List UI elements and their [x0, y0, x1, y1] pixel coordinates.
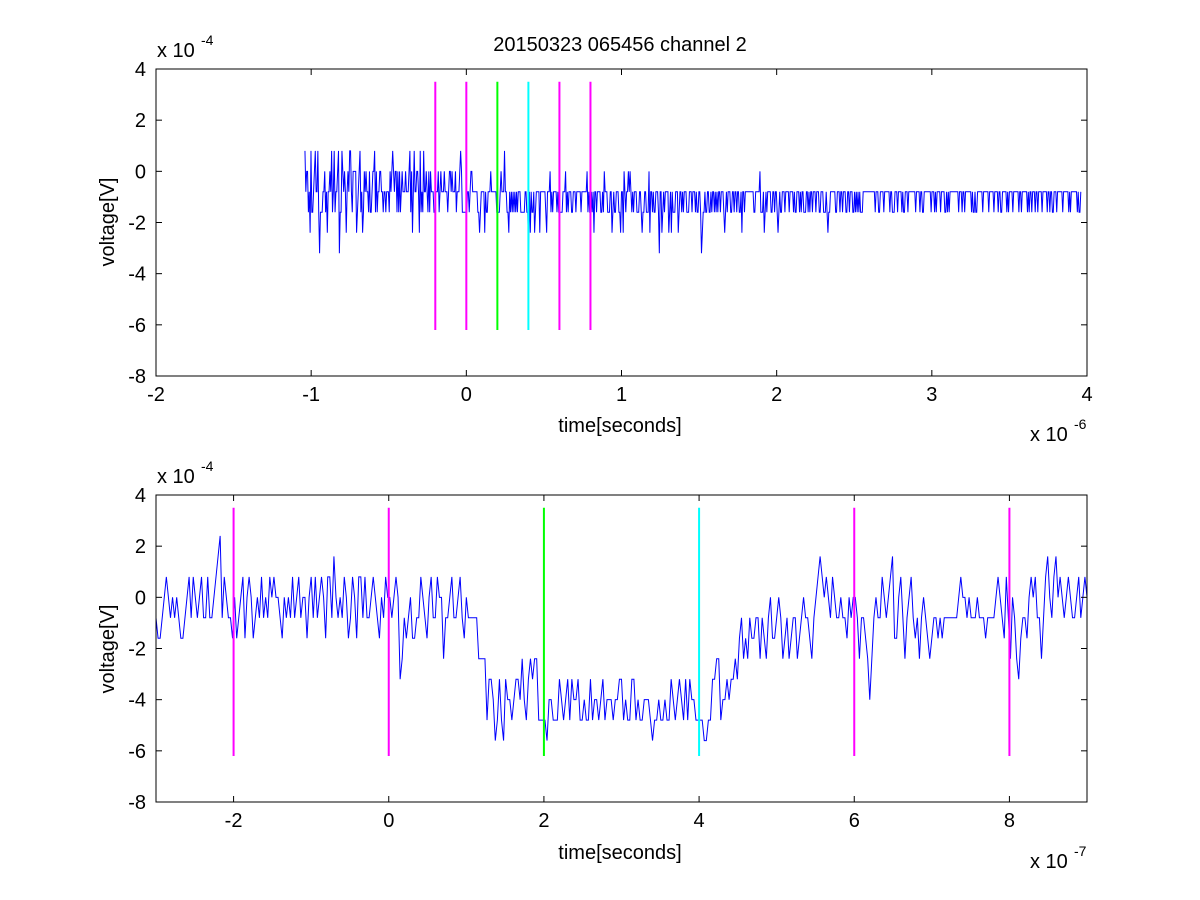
plot-top-y-exponent-power: -4: [201, 32, 214, 48]
plot-bottom-marks: [155, 507, 1088, 756]
plot-bottom-y-tick-label: -6: [128, 741, 146, 763]
plot-bottom-y-tick-label: -8: [128, 792, 146, 814]
plot-top-y-axis-label: voltage[V]: [97, 178, 119, 267]
plot-bottom-x-tick-label: -2: [225, 810, 243, 832]
plot-top-y-tick-label: -4: [128, 264, 146, 286]
figure-title: 20150323 065456 channel 2: [493, 34, 747, 56]
plot-bottom-y-ticks: -8 -6 -4 -2 0 2 4: [128, 485, 1087, 814]
plot-bottom-x-exponent-base: x 10: [1030, 851, 1068, 873]
plot-bottom-frame: [155, 494, 1088, 803]
plot-top: -2 -1 0 1 2 3 4 -8 -6 -4 -2 0 2 4 time[seconds] volt…: [97, 32, 1093, 446]
plot-bottom: -2 0 2 4 6 8 -8 -6 -4 -2 0 2 4 time[seconds] voltag…: [97, 458, 1088, 873]
plot-bottom-x-exponent: x 10 -7: [1030, 843, 1087, 873]
plot-bottom-x-tick-label: 0: [383, 810, 394, 832]
plot-bottom-y-exponent-base: x 10: [157, 466, 195, 488]
plot-bottom-y-tick-label: 4: [135, 485, 146, 507]
plot-top-x-tick-label: 4: [1081, 384, 1092, 406]
plot-top-y-tick-label: 0: [135, 161, 146, 183]
plot-top-x-axis-label: time[seconds]: [558, 415, 681, 437]
plot-top-x-tick-label: 0: [461, 384, 472, 406]
plot-top-y-tick-label: 2: [135, 110, 146, 132]
plot-top-x-tick-label: 1: [616, 384, 627, 406]
plot-top-frame: [155, 68, 1088, 377]
plot-bottom-x-ticks: -2 0 2 4 6 8: [225, 495, 1015, 832]
plot-top-marks: [304, 81, 1082, 330]
plot-top-x-tick-label: -1: [302, 384, 320, 406]
plot-top-x-ticks: -2 -1 0 1 2 3 4: [147, 69, 1093, 406]
plot-bottom-x-tick-label: 2: [538, 810, 549, 832]
plot-top-x-exponent: x 10 -6: [1030, 416, 1087, 446]
plot-top-y-tick-label: -8: [128, 366, 146, 388]
plot-bottom-y-tick-label: 0: [135, 587, 146, 609]
plot-top-y-exponent-base: x 10: [157, 40, 195, 62]
plot-top-x-exponent-power: -6: [1074, 416, 1087, 432]
plot-bottom-y-tick-label: 2: [135, 536, 146, 558]
plot-bottom-y-axis-label: voltage[V]: [97, 605, 119, 694]
plot-top-y-tick-label: 4: [135, 59, 146, 81]
plot-top-y-tick-label: -6: [128, 315, 146, 337]
plot-bottom-y-tick-label: -2: [128, 639, 146, 661]
plot-bottom-y-exponent-power: -4: [201, 458, 214, 474]
plot-top-signal-line-0: [304, 150, 1082, 254]
plot-top-x-exponent-base: x 10: [1030, 424, 1068, 446]
plot-top-x-tick-label: 2: [771, 384, 782, 406]
plot-bottom-x-tick-label: 4: [694, 810, 705, 832]
plot-bottom-signal-line-0: [155, 535, 1088, 742]
plot-bottom-x-tick-label: 8: [1004, 810, 1015, 832]
plot-bottom-x-exponent-power: -7: [1074, 843, 1087, 859]
plot-bottom-y-exponent: x 10 -4: [157, 458, 214, 488]
plot-top-x-tick-label: 3: [926, 384, 937, 406]
plot-bottom-x-tick-label: 6: [849, 810, 860, 832]
plot-bottom-y-tick-label: -4: [128, 690, 146, 712]
plot-top-y-ticks: -8 -6 -4 -2 0 2 4: [128, 59, 1087, 388]
plot-bottom-x-axis-label: time[seconds]: [558, 842, 681, 864]
plot-top-x-tick-label: -2: [147, 384, 165, 406]
plot-top-y-exponent: x 10 -4: [157, 32, 214, 62]
plot-top-y-tick-label: -2: [128, 213, 146, 235]
